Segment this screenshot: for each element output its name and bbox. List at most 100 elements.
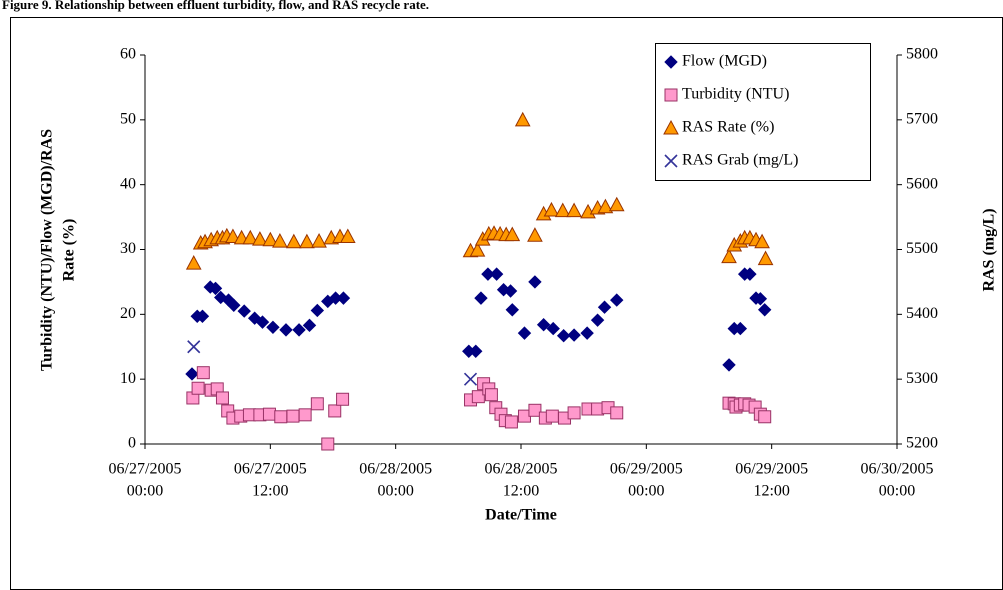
square-marker [215,391,229,405]
y2-tick-label: 5500 [906,240,938,257]
y2-tick-label: 5700 [906,111,938,128]
diamond-marker [753,292,768,306]
diamond-marker [469,344,483,358]
square-marker [321,437,335,451]
diamond-marker [733,321,748,336]
x-tick-label: 12:00 [753,483,789,500]
y-tick-label: 50 [120,111,136,128]
diamond-marker [757,303,772,317]
diamond-marker [310,303,325,318]
triangle-marker [608,196,625,212]
x-marker [463,372,478,386]
diamond-marker [528,275,542,289]
y-axis-label: Turbidity (NTU)/Flow (MGD)/RAS [39,129,56,371]
triangle-marker [469,242,486,257]
x-tick-label: 06/29/2005 [735,461,808,478]
y2-axis-label: RAS (mg/L) [981,208,998,291]
legend-box [655,43,871,181]
diamond-marker [237,304,251,318]
y-tick-label: 30 [120,240,136,257]
y-tick-label: 10 [120,370,136,387]
triangle-marker [339,228,356,244]
legend-swatch [663,119,679,135]
diamond-marker [567,328,581,342]
x-tick-label: 06/27/2005 [234,461,307,478]
diamond-marker [474,291,488,305]
square-marker [298,408,312,422]
y-axis-label-group: Turbidity (NTU)/Flow (MGD)/RAS Rate (%) [39,129,78,371]
square-marker [545,409,559,423]
x-tick-label: 06/27/2005 [109,461,182,478]
square-marker [310,397,324,411]
x-tick-label: 00:00 [127,483,163,500]
x-tick-label: 06/30/2005 [861,461,934,478]
y-tick-label: 40 [120,175,136,192]
triangle-marker [299,233,315,249]
triangle-marker [543,201,560,217]
x-tick-label: 06/29/2005 [610,461,683,478]
diamond-marker [185,367,199,381]
diamond-marker [266,320,280,335]
diamond-marker [503,284,518,298]
x-tick-label: 00:00 [628,483,664,500]
triangle-marker [225,228,241,244]
x-tick-label: 06/28/2005 [359,461,432,478]
square-marker [471,390,485,404]
diamond-marker [580,326,594,340]
y-tick-label: 20 [120,305,136,322]
diamond-marker [195,309,210,323]
y-axis-label: Rate (%) [61,219,78,282]
square-marker [610,406,624,420]
triangle-marker [262,231,279,247]
diamond-marker [489,267,504,281]
x-axis-label: Date/Time [485,507,557,524]
chart-title: Figure 9. Relationship between effluent … [2,0,429,12]
square-marker [191,381,205,395]
triangle-marker [554,202,571,218]
square-marker [196,366,210,380]
diamond-marker [208,281,223,296]
square-marker [567,406,581,420]
diamond-marker [336,291,351,305]
x-tick-label: 06/28/2005 [485,461,558,478]
legend-label: RAS Grab (mg/L) [682,152,798,169]
diamond-marker [505,303,520,317]
diamond-marker [302,318,317,333]
y-tick-label: 60 [120,46,136,63]
y2-tick-label: 5800 [906,46,938,63]
diamond-marker [227,298,241,312]
diamond-marker [743,267,757,281]
diamond-marker [546,321,560,336]
triangle-marker [272,233,288,248]
triangle-marker [527,227,543,242]
y2-tick-label: 5400 [906,305,938,322]
triangle-marker [285,233,302,249]
diamond-marker [556,329,571,343]
y2-tick-label: 5300 [906,370,938,387]
legend-label: RAS Rate (%) [682,119,774,136]
square-marker [286,409,300,423]
diamond-marker [722,358,736,372]
square-marker [336,392,350,406]
square-marker [328,404,342,418]
diamond-marker [590,313,605,327]
diamond-marker [255,315,270,329]
x-marker [187,340,201,354]
triangle-marker [754,233,770,249]
x-tick-label: 12:00 [252,483,288,500]
y2-tick-label: 5600 [906,175,938,192]
x-tick-label: 12:00 [503,483,539,500]
diamond-marker [279,323,293,337]
legend-swatch [664,55,678,69]
triangle-marker [252,231,268,246]
legend-label: Turbidity (NTU) [682,86,789,103]
legend-label: Flow (MGD) [682,53,767,70]
triangle-marker [757,250,774,266]
y2-tick-label: 5200 [906,435,938,452]
triangle-marker [566,202,582,218]
triangle-marker [721,248,737,264]
triangle-marker [597,198,614,214]
square-marker [758,410,772,424]
